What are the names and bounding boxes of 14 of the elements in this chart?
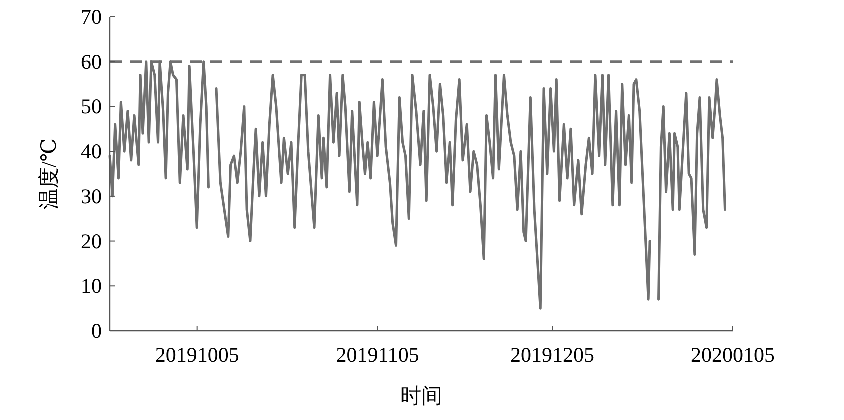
- y-axis-title: 温度/℃: [37, 138, 61, 210]
- y-tick-label: 60: [81, 50, 102, 74]
- x-tick-label: 20191205: [510, 343, 595, 367]
- x-tick-label: 20200105: [691, 343, 775, 367]
- y-tick-label: 20: [81, 229, 102, 254]
- y-tick-label: 30: [81, 184, 102, 208]
- x-axis-title: 时间: [400, 384, 442, 408]
- y-tick-label: 50: [81, 94, 102, 119]
- x-tick-label: 20191005: [155, 343, 240, 367]
- y-tick-label: 70: [81, 5, 102, 29]
- y-tick-label: 40: [81, 140, 102, 164]
- y-tick-label: 10: [81, 274, 102, 298]
- y-tick-label: 0: [92, 319, 102, 343]
- x-tick-label: 20191105: [336, 343, 420, 367]
